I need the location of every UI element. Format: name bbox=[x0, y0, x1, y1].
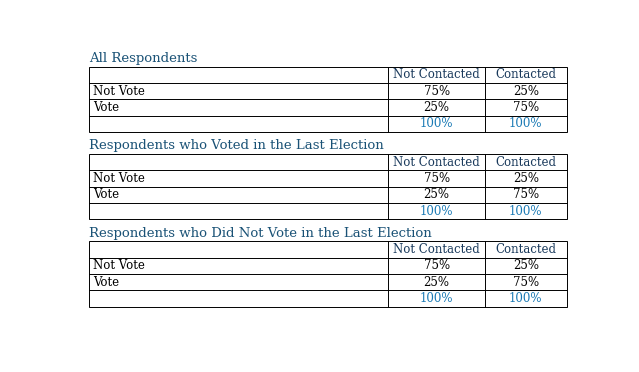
Text: 25%: 25% bbox=[424, 101, 450, 114]
Text: 75%: 75% bbox=[424, 259, 450, 272]
Text: Vote: Vote bbox=[93, 101, 119, 114]
Text: 75%: 75% bbox=[512, 276, 539, 289]
Text: Not Contacted: Not Contacted bbox=[394, 68, 480, 81]
Text: Respondents who Did Not Vote in the Last Election: Respondents who Did Not Vote in the Last… bbox=[89, 227, 431, 240]
Text: 100%: 100% bbox=[420, 117, 454, 130]
Text: Not Vote: Not Vote bbox=[93, 172, 144, 185]
Text: 25%: 25% bbox=[513, 85, 539, 98]
Text: Not Contacted: Not Contacted bbox=[394, 156, 480, 169]
Text: 25%: 25% bbox=[513, 259, 539, 272]
Bar bbox=[89, 67, 567, 132]
Text: 100%: 100% bbox=[509, 292, 543, 305]
Text: Not Vote: Not Vote bbox=[93, 85, 144, 98]
Text: Vote: Vote bbox=[93, 188, 119, 201]
Text: 75%: 75% bbox=[512, 188, 539, 201]
Text: 75%: 75% bbox=[424, 85, 450, 98]
Text: 25%: 25% bbox=[513, 172, 539, 185]
Text: 25%: 25% bbox=[424, 188, 450, 201]
Text: 100%: 100% bbox=[420, 205, 454, 218]
Text: Vote: Vote bbox=[93, 276, 119, 289]
Text: Not Contacted: Not Contacted bbox=[394, 243, 480, 256]
Text: All Respondents: All Respondents bbox=[89, 52, 197, 65]
Text: 75%: 75% bbox=[512, 101, 539, 114]
Text: Contacted: Contacted bbox=[495, 243, 557, 256]
Text: Contacted: Contacted bbox=[495, 156, 557, 169]
Text: 75%: 75% bbox=[424, 172, 450, 185]
Text: 100%: 100% bbox=[509, 205, 543, 218]
Text: Not Vote: Not Vote bbox=[93, 259, 144, 272]
Text: 100%: 100% bbox=[420, 292, 454, 305]
Text: Respondents who Voted in the Last Election: Respondents who Voted in the Last Electi… bbox=[89, 139, 383, 152]
Text: Contacted: Contacted bbox=[495, 68, 557, 81]
Text: 100%: 100% bbox=[509, 117, 543, 130]
Text: 25%: 25% bbox=[424, 276, 450, 289]
Bar bbox=[89, 154, 567, 219]
Bar bbox=[89, 241, 567, 307]
